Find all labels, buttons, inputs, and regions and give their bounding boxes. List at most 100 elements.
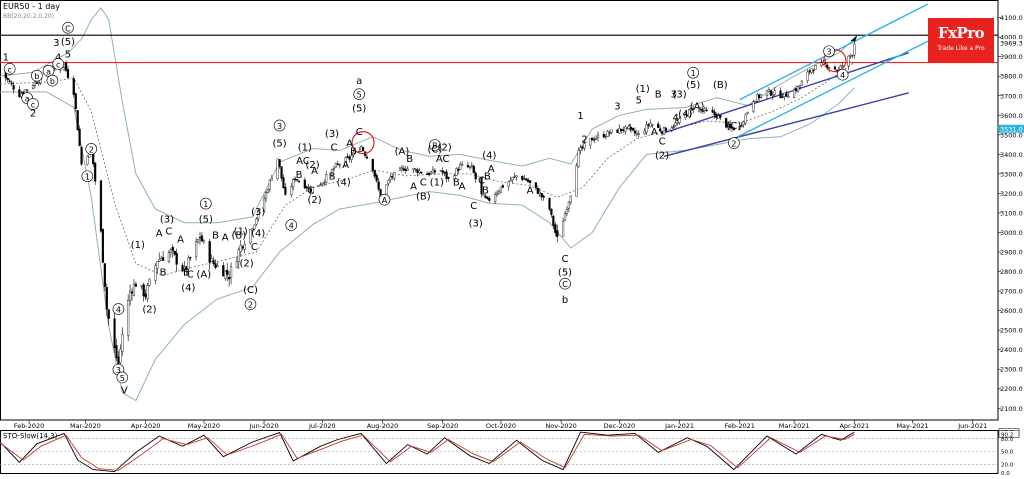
wave-label: B (296, 170, 303, 181)
candle-body (583, 143, 586, 149)
wave-label-ring (559, 277, 571, 290)
candle-body (187, 257, 190, 270)
candle-body (637, 133, 640, 135)
candle-body (121, 334, 124, 352)
candle-body (849, 55, 852, 57)
candle-body (738, 125, 741, 130)
candle-body (495, 192, 499, 195)
candle-body (631, 128, 635, 131)
wave-label: (3) (672, 90, 686, 101)
brand-tagline: Trade Like a Pro (937, 45, 985, 52)
candle-body (713, 111, 716, 116)
candle-body (195, 241, 198, 257)
price-label: 3969.3 (1000, 40, 1023, 48)
wave-label: 1 (3, 53, 9, 64)
candle-body (373, 170, 376, 177)
candle-body (853, 43, 856, 56)
wave-label: (5) (686, 80, 700, 91)
candle-body (196, 239, 200, 243)
wave-label: A (156, 228, 163, 239)
wave-label: c (8, 65, 12, 74)
y-tick-label: 2500.0 (1000, 327, 1023, 335)
candle-body (806, 71, 809, 81)
highlight-circle-2 (823, 48, 847, 73)
wave-label: C (470, 201, 477, 212)
wave-label: C (562, 254, 569, 265)
candle-body (418, 170, 421, 174)
candle-body (156, 261, 159, 269)
candle-body (377, 181, 380, 190)
x-tick-label: Jul-2020 (308, 422, 336, 430)
candle-body (796, 86, 800, 92)
wave-label: A (459, 182, 466, 193)
wave-label: A (346, 139, 353, 150)
candle-body (115, 345, 118, 359)
candle-body (787, 96, 790, 98)
candle-body (534, 182, 537, 188)
wave-label: b (50, 77, 55, 86)
y-tick-label: 3500.0 (1000, 131, 1023, 139)
candle-body (470, 165, 473, 167)
candle-body (8, 80, 11, 82)
candle-body (754, 101, 757, 103)
candle-body (323, 182, 326, 184)
candle-body (647, 124, 650, 126)
candle-body (94, 162, 97, 182)
candle-body (457, 168, 460, 171)
candle-body (827, 67, 831, 69)
candle-body (793, 89, 796, 98)
candle-body (398, 167, 402, 171)
candle-body (651, 124, 654, 126)
wave-label: (A) (690, 101, 705, 112)
wave-label: (3) (469, 219, 483, 230)
stochastic-label: STO-Slow(14,3) (3, 432, 58, 440)
wave-label: (4) (251, 228, 265, 239)
candle-body (352, 152, 355, 156)
wave-label: A (527, 185, 534, 196)
candle-body (565, 209, 569, 214)
candle-body (12, 85, 15, 90)
candle-body (725, 118, 728, 128)
wave-label: 4 (840, 71, 845, 80)
candle-body (33, 81, 37, 87)
wave-label-ring (3, 63, 16, 75)
x-tick-label: Jun-2021 (957, 422, 987, 430)
wave-label: a (46, 67, 51, 76)
bollinger-upper (0, 7, 855, 224)
candle-body (536, 188, 539, 194)
candle-body (567, 201, 570, 209)
candle-body (660, 131, 664, 134)
candle-body (6, 78, 9, 80)
candle-body (608, 132, 611, 134)
candle-body (447, 177, 450, 179)
candle-body (200, 235, 204, 242)
wave-label: 4 (289, 222, 294, 231)
candle-body (472, 166, 475, 173)
wave-label: C (420, 178, 427, 189)
candle-body (674, 122, 677, 127)
candle-body (798, 85, 802, 88)
candle-body (624, 126, 627, 132)
stochastic-signal-line (0, 433, 855, 471)
wave-label: a (356, 76, 362, 87)
y-tick-label: 2700.0 (1000, 288, 1023, 296)
candle-body (509, 180, 512, 182)
candle-body (146, 285, 149, 300)
candle-body (779, 90, 782, 98)
candle-body (746, 112, 749, 114)
candle-body (591, 137, 594, 141)
candle-body (128, 290, 132, 301)
wave-label: 1 (577, 111, 583, 122)
candle-body (742, 121, 745, 125)
candle-body (375, 174, 378, 181)
chart-title: EUR50 - 1 day (3, 2, 60, 11)
candle-body (282, 177, 285, 189)
wave-label: (1) (430, 178, 444, 189)
candle-body (705, 109, 708, 112)
candle-body (740, 125, 743, 127)
candle-body (295, 179, 299, 181)
candle-body (455, 168, 458, 176)
wave-label: 5 (65, 50, 71, 61)
x-tick-label: Mar-2020 (70, 422, 101, 430)
candle-body (445, 171, 448, 179)
